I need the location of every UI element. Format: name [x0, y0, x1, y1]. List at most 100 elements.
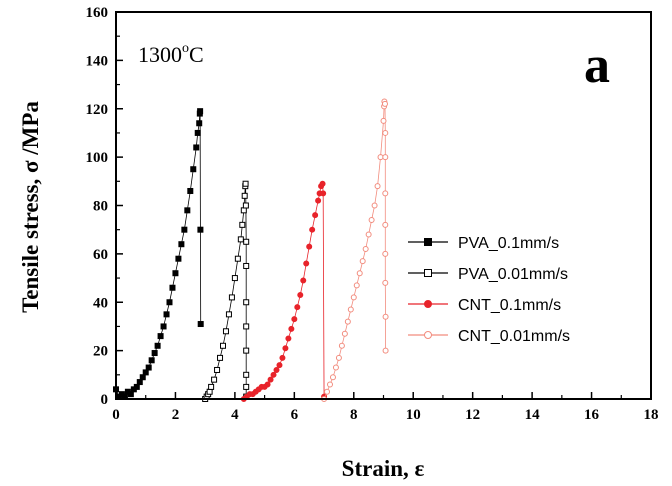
axis-ticks: 0 2 4 6 8 10 12 14 16 18 0 20 40 60 80 100 120 140 160	[86, 5, 659, 423]
data-point	[228, 294, 235, 301]
x-tick-label: 4	[231, 407, 239, 423]
series-line	[323, 101, 386, 400]
data-point	[327, 381, 333, 388]
series-line	[204, 183, 247, 400]
series-3	[240, 180, 328, 402]
y-tick-label: 120	[86, 102, 109, 118]
data-point	[214, 366, 221, 373]
data-point	[368, 217, 375, 224]
data-point	[303, 260, 310, 267]
data-point	[300, 277, 307, 284]
data-point	[243, 371, 250, 378]
y-tick-label: 60	[93, 247, 108, 263]
data-point	[291, 316, 298, 323]
data-point	[154, 342, 161, 349]
data-point	[270, 371, 277, 378]
data-point	[335, 354, 342, 361]
data-point	[306, 243, 313, 250]
data-point	[242, 180, 249, 187]
data-point	[145, 364, 152, 371]
data-point	[338, 342, 345, 349]
legend-marker	[424, 269, 432, 277]
series-1	[113, 108, 204, 400]
data-point	[206, 388, 213, 395]
data-point	[382, 190, 389, 197]
data-point	[315, 197, 322, 204]
data-point	[142, 369, 149, 376]
data-point	[380, 117, 387, 124]
data-point	[187, 187, 194, 194]
data-point	[324, 388, 331, 395]
series-4	[321, 98, 389, 402]
data-point	[377, 154, 384, 161]
data-point	[319, 180, 326, 187]
data-point	[382, 313, 389, 320]
temperature-degree: o	[182, 41, 189, 56]
data-point	[309, 226, 316, 233]
data-point	[362, 246, 369, 253]
y-tick-label: 80	[93, 199, 108, 215]
data-point	[181, 226, 188, 233]
legend-marker	[424, 300, 432, 308]
data-point	[382, 221, 389, 228]
y-tick-label: 0	[101, 392, 109, 408]
data-point	[344, 318, 351, 325]
data-point	[242, 202, 249, 209]
y-tick-label: 160	[86, 5, 109, 21]
data-point	[197, 226, 204, 233]
data-point	[240, 207, 247, 214]
data-point	[169, 284, 176, 291]
data-point	[332, 364, 339, 371]
data-point	[197, 108, 204, 115]
data-point	[194, 129, 201, 136]
data-point	[220, 342, 226, 349]
data-point	[359, 258, 366, 265]
y-tick-label: 20	[93, 344, 108, 360]
data-point	[163, 311, 170, 318]
x-tick-label: 16	[584, 407, 600, 423]
data-point	[243, 347, 250, 354]
legend-entry: PVA_0.01mm/s	[408, 266, 568, 283]
data-point	[312, 212, 319, 219]
panel-label: a	[584, 37, 610, 94]
data-point	[350, 294, 357, 301]
y-tick-label: 40	[93, 295, 108, 311]
data-point	[243, 323, 250, 330]
temperature-value: 1300	[138, 42, 182, 67]
data-point	[279, 354, 286, 361]
temperature-annotation: 1300oC	[138, 41, 204, 67]
data-point	[231, 275, 238, 282]
data-point	[382, 250, 389, 257]
y-tick-label: 140	[86, 53, 109, 69]
legend-marker	[424, 331, 432, 339]
data-point	[243, 299, 250, 306]
data-point	[374, 183, 381, 190]
data-point	[139, 374, 146, 381]
data-point	[208, 383, 215, 390]
data-point	[196, 120, 203, 127]
data-point	[381, 100, 388, 107]
data-point	[184, 207, 191, 214]
x-axis-title: Strain, ε	[342, 456, 425, 481]
legend-label: CNT_0.1mm/s	[458, 297, 561, 314]
data-point	[225, 311, 232, 318]
data-point	[329, 374, 336, 381]
data-point	[320, 190, 327, 197]
data-point	[243, 262, 250, 269]
data-point	[148, 357, 155, 364]
data-point	[160, 323, 167, 330]
data-point	[190, 166, 197, 173]
data-point	[217, 354, 224, 361]
data-point	[382, 347, 389, 354]
data-point	[273, 366, 280, 373]
data-point	[127, 391, 134, 398]
data-point	[151, 350, 158, 357]
data-point	[285, 335, 292, 342]
x-tick-label: 10	[406, 407, 421, 423]
data-point	[356, 270, 363, 277]
data-point	[382, 129, 389, 136]
data-point	[294, 304, 301, 311]
data-point	[172, 270, 179, 277]
y-tick-label: 100	[86, 150, 109, 166]
